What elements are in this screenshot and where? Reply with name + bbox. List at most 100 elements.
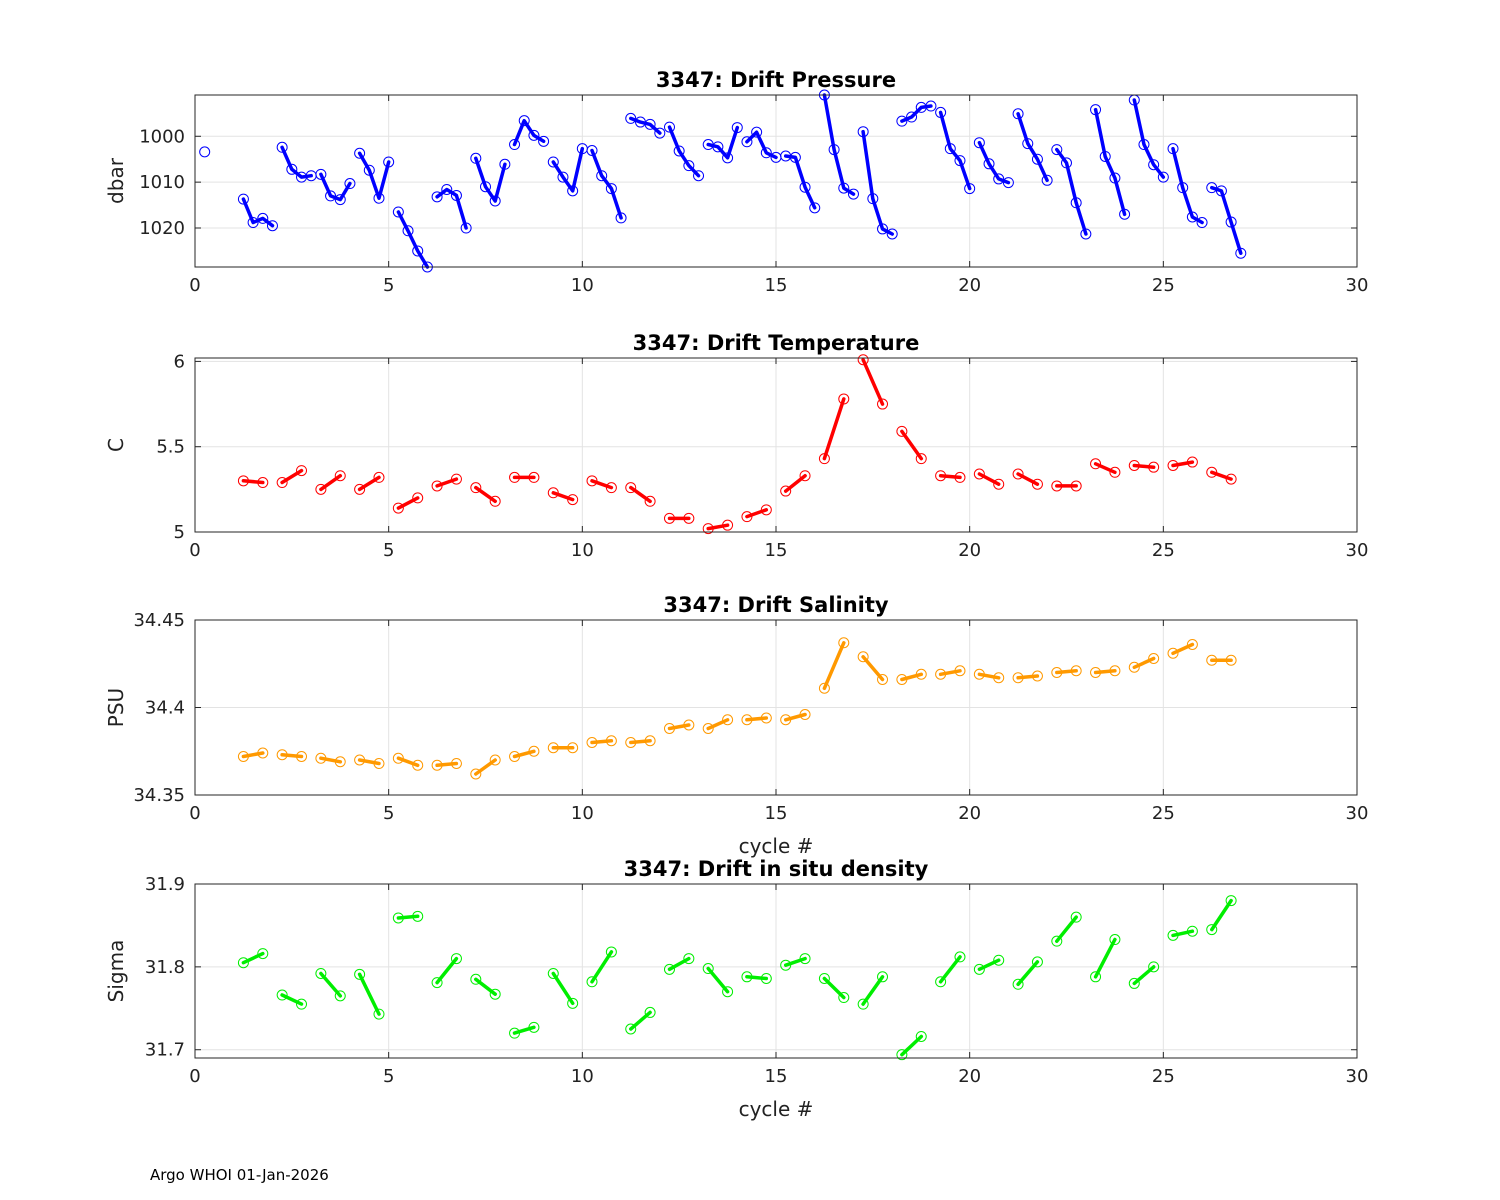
series-line-cycle-13 <box>706 523 730 531</box>
data-point <box>1225 895 1237 907</box>
x-tick-label: 20 <box>958 803 981 824</box>
data-point <box>993 173 1005 185</box>
data-point <box>935 106 947 118</box>
data-point <box>683 160 695 172</box>
data-point <box>993 478 1005 490</box>
series-line-cycle-18 <box>900 1034 924 1057</box>
data-point <box>935 976 947 988</box>
series-line-cycle-2 <box>280 753 304 759</box>
data-point <box>663 512 675 524</box>
series-line-cycle-6 <box>435 477 459 488</box>
data-point <box>557 171 569 183</box>
series-line-cycle-5 <box>396 496 420 510</box>
data-point <box>547 967 559 979</box>
x-tick-label: 0 <box>189 803 200 824</box>
x-tick-label: 5 <box>383 803 394 824</box>
data-point <box>1148 159 1160 171</box>
data-point <box>1148 461 1160 473</box>
data-point <box>663 121 675 133</box>
series-line-cycle-22 <box>1016 112 1049 183</box>
data-point <box>644 495 656 507</box>
data-point <box>1012 672 1024 684</box>
y-tick-label: 1000 <box>139 126 185 147</box>
x-tick-label: 0 <box>189 1066 200 1087</box>
data-point <box>315 483 327 495</box>
data-point <box>1225 473 1237 485</box>
data-point <box>838 637 850 649</box>
data-point <box>1090 667 1102 678</box>
data-point <box>625 1023 637 1035</box>
data-point <box>1128 977 1140 989</box>
series-line-cycle-24 <box>1093 107 1127 217</box>
series-line-cycle-17 <box>861 357 885 406</box>
series-line-cycle-25 <box>1132 98 1166 179</box>
data-point <box>702 523 714 535</box>
data-point <box>276 749 288 761</box>
data-point <box>296 465 308 477</box>
x-tick-label: 0 <box>189 275 200 296</box>
data-point <box>1041 174 1053 186</box>
series-line-cycle-20 <box>977 472 1001 486</box>
data-point <box>392 502 404 514</box>
data-point <box>1148 653 1160 664</box>
data-point <box>1215 185 1227 197</box>
series-line-cycle-7 <box>435 187 468 230</box>
series-line-cycle-9 <box>551 971 575 1006</box>
data-point <box>722 152 734 164</box>
series-line-cycle-15 <box>783 473 807 493</box>
data-point <box>1206 182 1218 194</box>
data-point <box>1051 480 1063 492</box>
data-point <box>722 986 734 998</box>
series-line-cycle-9 <box>551 491 575 502</box>
data-point <box>1031 153 1043 165</box>
data-point <box>586 737 598 748</box>
data-point <box>257 212 269 224</box>
data-point <box>993 672 1005 684</box>
data-point <box>683 512 695 524</box>
data-point <box>799 709 811 720</box>
data-point <box>1002 177 1014 189</box>
series-line-cycle-12 <box>667 723 691 731</box>
data-point <box>1070 197 1082 209</box>
data-point <box>780 485 792 497</box>
x-tick-label: 15 <box>765 803 788 824</box>
data-point <box>644 735 656 747</box>
series-line-cycle-4 <box>357 758 381 766</box>
data-point <box>818 682 830 694</box>
data-point <box>1128 661 1140 673</box>
series-line-cycle-6 <box>435 761 459 768</box>
x-tick-label: 25 <box>1152 275 1175 296</box>
chart-title: 3347: Drift Pressure <box>656 68 896 92</box>
x-tick-label: 25 <box>1152 1066 1175 1087</box>
data-point <box>973 963 985 975</box>
data-point <box>702 963 714 975</box>
data-point <box>450 758 462 769</box>
series-line-cycle-5 <box>396 756 420 768</box>
x-tick-label: 20 <box>958 1066 981 1087</box>
series-line-cycle-19 <box>938 669 962 677</box>
data-point <box>1051 667 1063 678</box>
data-point <box>857 354 869 366</box>
data-point <box>780 714 792 726</box>
series-line-cycle-25 <box>1171 460 1195 468</box>
data-point <box>1109 172 1121 184</box>
series-line-cycle-6 <box>396 210 430 269</box>
series-line-cycle-14 <box>745 716 769 722</box>
data-point <box>983 158 995 170</box>
data-point <box>334 194 346 206</box>
data-point <box>1051 144 1063 156</box>
x-tick-label: 5 <box>383 540 394 561</box>
series-line-cycle-15 <box>783 712 807 722</box>
data-point <box>1167 143 1179 155</box>
x-axis-label: cycle # <box>739 1097 814 1121</box>
series-line-cycle-19 <box>938 473 962 480</box>
y-tick-label: 6 <box>174 351 185 372</box>
data-point <box>547 742 559 754</box>
data-point <box>354 147 366 159</box>
data-point <box>315 168 327 180</box>
data-point <box>1109 934 1121 946</box>
x-tick-label: 5 <box>383 275 394 296</box>
data-point <box>857 126 869 138</box>
data-point <box>509 751 521 762</box>
